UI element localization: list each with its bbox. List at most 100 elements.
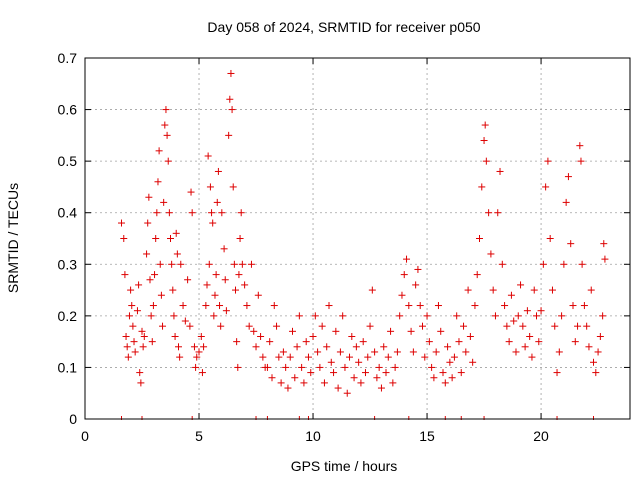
data-point <box>227 69 235 77</box>
data-point <box>216 302 224 310</box>
data-point <box>137 379 145 387</box>
data-point <box>128 302 136 310</box>
data-point <box>159 322 167 330</box>
data-point <box>416 302 424 310</box>
data-point <box>311 312 319 320</box>
data-point <box>439 369 447 377</box>
data-point <box>165 209 173 217</box>
data-point <box>596 332 604 340</box>
data-point <box>434 302 442 310</box>
data-point <box>432 348 440 356</box>
data-point <box>163 131 171 139</box>
data-point <box>235 271 243 279</box>
data-point <box>430 374 438 382</box>
data-point <box>289 327 297 335</box>
data-point <box>157 291 165 299</box>
data-point <box>129 322 137 330</box>
data-point <box>539 260 547 268</box>
data-point <box>206 183 214 191</box>
data-point <box>323 343 331 351</box>
data-point <box>212 271 220 279</box>
data-point <box>421 353 429 361</box>
data-point <box>120 235 128 242</box>
data-point <box>517 281 525 289</box>
data-point <box>307 369 315 377</box>
data-point <box>138 327 146 335</box>
data-point <box>425 338 433 346</box>
data-point <box>382 369 390 377</box>
data-point <box>179 302 187 310</box>
data-point <box>131 348 139 356</box>
data-point <box>226 95 234 103</box>
data-point <box>275 353 283 361</box>
data-point <box>332 327 340 335</box>
data-point <box>300 379 308 387</box>
data-point <box>585 343 593 351</box>
data-point <box>523 307 531 315</box>
data-point <box>139 343 147 351</box>
data-point <box>169 286 177 294</box>
data-point <box>214 167 222 175</box>
data-point <box>184 276 192 284</box>
data-point <box>153 209 161 217</box>
data-point <box>528 353 536 361</box>
data-point <box>507 291 515 299</box>
data-point <box>548 286 556 294</box>
data-point <box>380 343 388 351</box>
data-point <box>578 260 586 268</box>
data-point <box>346 353 354 361</box>
data-point <box>151 271 159 279</box>
data-point <box>403 255 411 263</box>
data-point <box>521 343 529 351</box>
data-point <box>460 322 468 330</box>
data-point <box>229 183 237 191</box>
data-point <box>560 260 568 268</box>
data-point <box>233 338 241 346</box>
data-point <box>124 353 132 361</box>
data-point <box>210 312 218 320</box>
data-point <box>450 353 458 361</box>
data-point <box>423 312 431 320</box>
data-point <box>225 131 233 139</box>
data-point <box>453 312 461 320</box>
data-point <box>259 353 267 361</box>
data-point <box>149 302 157 310</box>
data-point <box>577 157 585 165</box>
data-point <box>181 317 189 325</box>
data-point <box>580 302 588 310</box>
data-point <box>161 121 169 129</box>
data-point <box>160 198 168 206</box>
data-point <box>341 363 349 371</box>
data-point <box>318 322 326 330</box>
data-point <box>284 384 292 392</box>
x-tick-label: 20 <box>533 428 549 444</box>
data-point <box>407 327 415 335</box>
data-point <box>594 348 602 356</box>
data-point <box>600 240 608 248</box>
data-point <box>366 322 374 330</box>
data-point <box>357 379 365 387</box>
data-point <box>144 219 152 227</box>
data-point <box>268 374 276 382</box>
data-point <box>396 312 404 320</box>
data-point <box>304 353 312 361</box>
data-point <box>176 353 184 361</box>
data-point <box>122 332 130 340</box>
data-point <box>448 374 456 382</box>
data-point <box>489 286 497 294</box>
data-point <box>136 369 144 377</box>
data-point <box>562 198 570 206</box>
y-tick-label: 0.4 <box>58 205 78 221</box>
data-point <box>293 343 301 351</box>
data-point <box>203 281 211 289</box>
data-point <box>542 183 550 191</box>
data-point <box>391 363 399 371</box>
data-point <box>409 348 417 356</box>
data-point <box>571 338 579 346</box>
data-point <box>512 348 520 356</box>
data-point <box>252 343 260 351</box>
y-tick-label: 0.2 <box>58 308 78 324</box>
data-point <box>444 343 452 351</box>
data-point <box>205 260 213 268</box>
data-point <box>359 338 367 346</box>
